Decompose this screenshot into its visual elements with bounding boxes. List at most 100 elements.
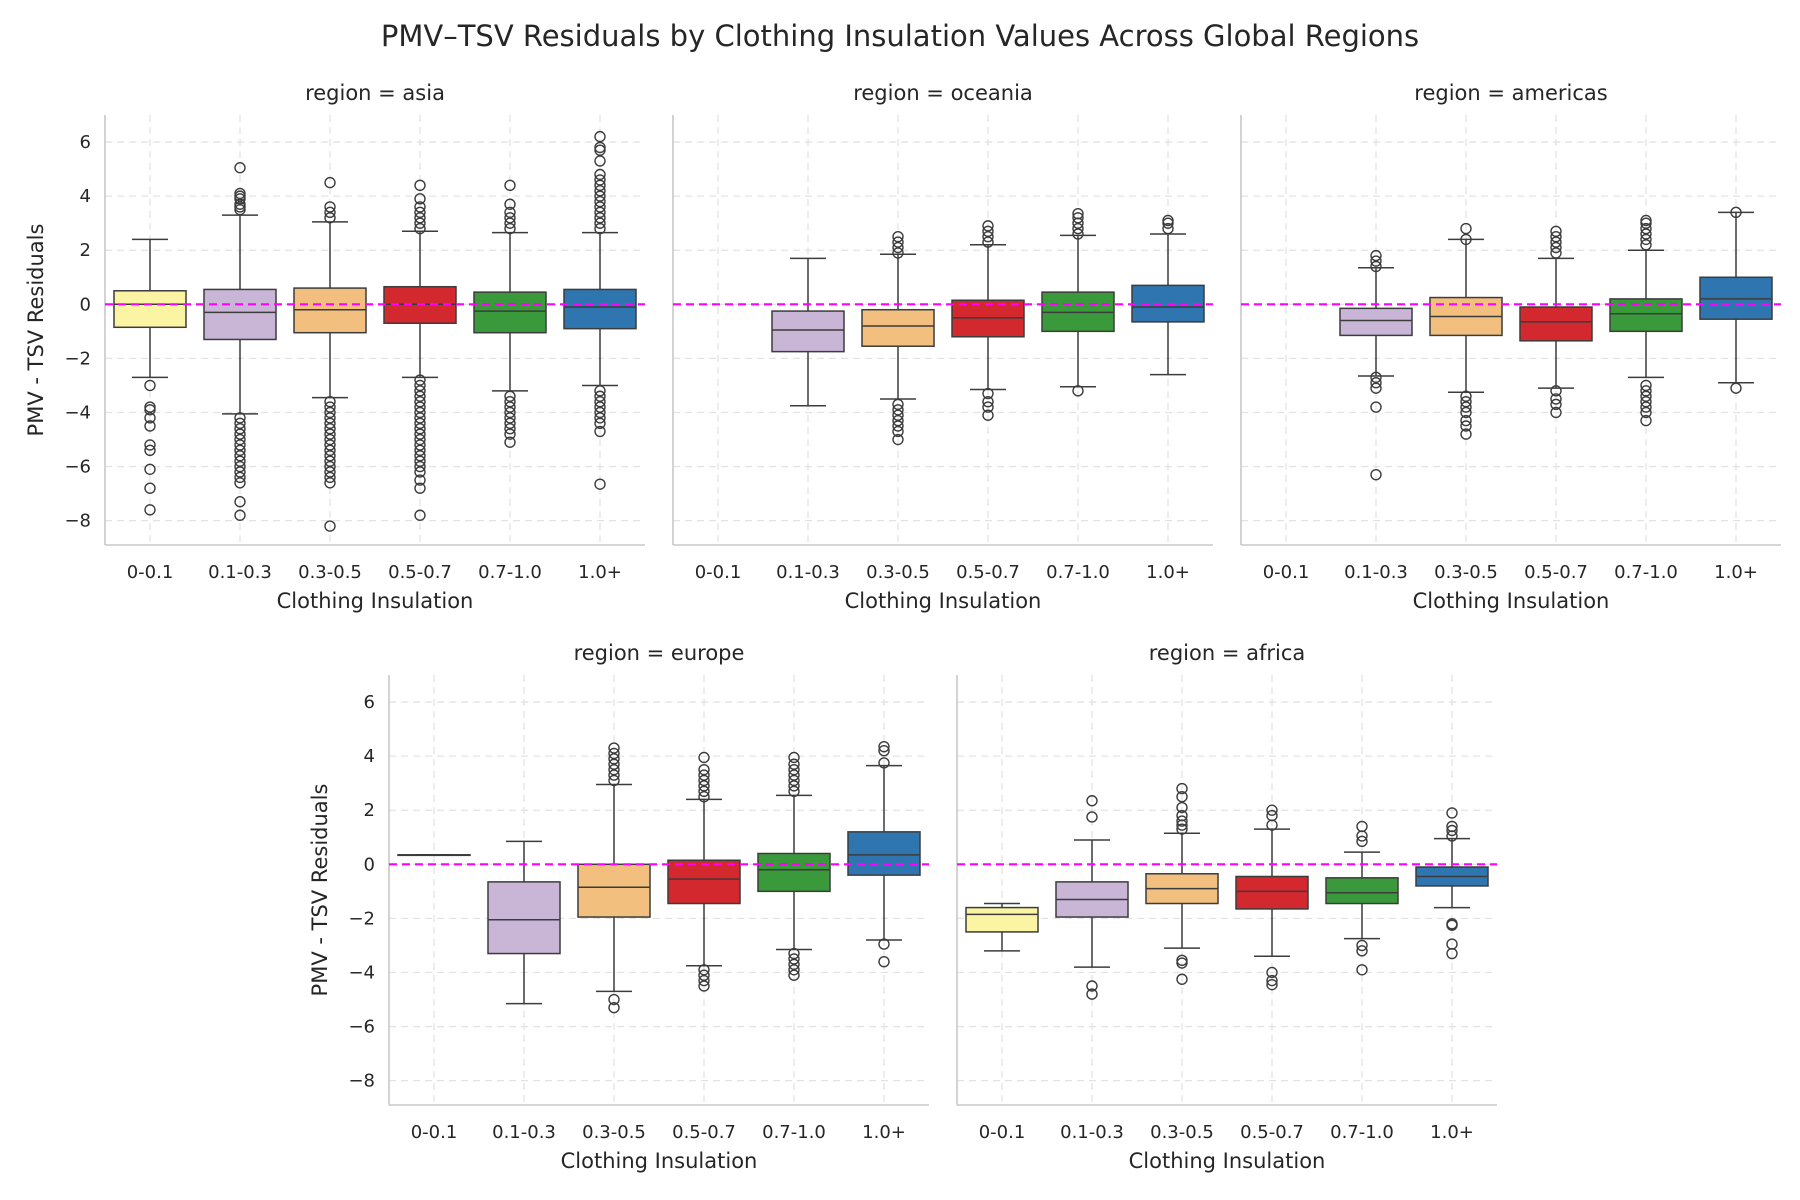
outlier-point [594, 212, 606, 224]
outlier-point [788, 774, 800, 787]
x-tick-label: 1.0+ [1146, 562, 1190, 583]
x-tick-label: 0.7-1.0 [1614, 562, 1678, 583]
outlier-point [324, 423, 336, 435]
outlier-point [1446, 947, 1458, 960]
outlier-point [504, 179, 516, 192]
x-tick-label: 0.1-0.3 [1344, 562, 1408, 583]
outlier-point [234, 162, 246, 174]
outlier-point [414, 201, 426, 213]
outlier-point [698, 980, 710, 992]
outlier-point [788, 958, 800, 971]
x-tick-label: 0.5-0.7 [1240, 1122, 1304, 1143]
outlier-point [1460, 222, 1472, 235]
outlier-point [1176, 957, 1188, 969]
outlier-point [594, 168, 606, 181]
outlier-point [1550, 225, 1562, 237]
outlier-point [504, 436, 516, 448]
x-tick-label: 1.0+ [578, 562, 622, 583]
outlier-point [892, 425, 904, 438]
outlier-point [1266, 809, 1278, 822]
facet-panels: region = asia 6 4 2 0 −2 −4 −6 −8 PMV - TSV Resid… [24, 81, 1781, 1173]
outlier-point [594, 155, 606, 167]
x-tick-label: 0.3-0.5 [1434, 562, 1498, 583]
outlier-point [324, 455, 336, 467]
outlier-point [1176, 809, 1188, 822]
outlier-point [878, 745, 890, 757]
outlier-point [414, 217, 426, 229]
box-0.5-0.7 [667, 751, 741, 992]
outlier-point [892, 230, 904, 243]
outlier-point [504, 423, 516, 435]
outlier-point [788, 947, 800, 960]
facet-panel-2: region = americas 0-0.1 0.1-0.3 0.3-0.5 0.5-… [1240, 81, 1781, 613]
outlier-point [594, 185, 606, 197]
outlier-point [1640, 379, 1652, 392]
box-0.1-0.3 [1055, 795, 1129, 1000]
outlier-point [1086, 980, 1098, 992]
outlier-point [414, 395, 426, 408]
outlier-point [324, 471, 336, 484]
outlier-point [324, 176, 336, 189]
box-0.1-0.3 [1339, 249, 1413, 481]
iqr-box [577, 863, 651, 918]
panel-title: region = asia [305, 81, 445, 105]
outlier-point [892, 409, 904, 421]
outlier-point [234, 455, 246, 467]
y-tick-label: −2 [348, 908, 375, 929]
outlier-point [594, 174, 606, 186]
chart-title: PMV–TSV Residuals by Clothing Insulation… [381, 19, 1419, 53]
outlier-point [144, 439, 156, 451]
outlier-point [504, 395, 516, 408]
outlier-point [234, 417, 246, 430]
outlier-point [1370, 260, 1382, 273]
outlier-point [698, 774, 710, 787]
outlier-point [1176, 790, 1188, 803]
outlier-point [1176, 823, 1188, 835]
facet-panel-3: region = europe 6 4 2 0 −2 −4 −6 −8 PMV - TSV Res… [308, 641, 929, 1173]
outlier-point [878, 740, 890, 753]
outlier-point [414, 433, 426, 446]
x-tick-label: 0-0.1 [695, 562, 742, 583]
outlier-point [1460, 390, 1472, 402]
outlier-point [414, 379, 426, 392]
box-1.0+ [847, 740, 921, 968]
outlier-point [144, 404, 156, 416]
outlier-point [234, 412, 246, 424]
x-tick-label: 0.7-1.0 [1046, 562, 1110, 583]
outlier-point [1460, 395, 1472, 408]
outlier-point [1446, 919, 1458, 931]
outlier-point [1072, 212, 1084, 224]
outlier-point [594, 417, 606, 430]
outlier-point [324, 428, 336, 440]
outlier-point [594, 217, 606, 229]
outlier-point [698, 785, 710, 797]
outlier-point [1640, 406, 1652, 419]
outlier-point [504, 417, 516, 430]
outlier-point [1072, 228, 1084, 240]
outlier-point [414, 374, 426, 386]
outlier-point [1460, 401, 1472, 413]
outlier-point [234, 423, 246, 435]
outlier-point [608, 753, 620, 765]
outlier-point [1640, 222, 1652, 235]
x-tick-label: 0-0.1 [127, 562, 174, 583]
iqr-box [1325, 877, 1399, 905]
box-0.3-0.5 [1145, 782, 1219, 985]
outlier-point [324, 450, 336, 462]
outlier-point [1370, 255, 1382, 267]
outlier-point [144, 420, 156, 432]
outlier-point [234, 439, 246, 451]
iqr-box [965, 906, 1039, 933]
y-tick-label: −8 [348, 1071, 375, 1092]
x-tick-label: 0.1-0.3 [776, 562, 840, 583]
outlier-point [324, 433, 336, 446]
y-tick-label: −8 [64, 511, 91, 532]
outlier-point [414, 212, 426, 224]
x-tick-label: 0.1-0.3 [492, 1122, 556, 1143]
panel-title: region = americas [1414, 81, 1607, 105]
outlier-point [1176, 973, 1188, 985]
x-tick-label: 0.7-1.0 [478, 562, 542, 583]
outlier-point [1460, 420, 1472, 432]
x-tick-label: 0.1-0.3 [208, 562, 272, 583]
